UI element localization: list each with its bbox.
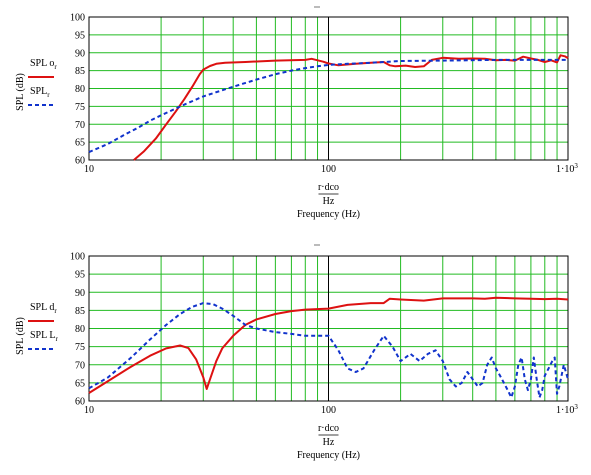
y-tick-label: 75	[75, 102, 85, 113]
series-line-2	[88, 58, 568, 154]
y-tick-label: 65	[75, 378, 85, 389]
x-tick-exponent: 3	[574, 403, 578, 411]
legend-label: SPL dr	[30, 302, 57, 315]
legend-subscript: r	[54, 63, 57, 71]
legend-label: SPL Lr	[30, 330, 58, 343]
series-line-1	[88, 296, 569, 394]
x-tick-label: 100	[321, 164, 336, 175]
y-tick-label: 60	[75, 156, 85, 167]
plot-frame	[88, 255, 569, 402]
x-tick-label: 100	[321, 405, 336, 416]
legend-subscript: r	[54, 307, 57, 315]
series-line-1	[133, 54, 569, 161]
legend: SPL or SPLr	[28, 58, 57, 106]
legend-subscript: r	[55, 335, 58, 343]
x-label-expression: r·dco	[318, 423, 339, 434]
x-axis-label: Frequency (Hz)	[297, 450, 360, 461]
y-axis-label: SPL (dB)	[15, 317, 26, 355]
x-tick-label: 1·103	[556, 403, 578, 416]
y-tick-label: 70	[75, 360, 85, 371]
y-tick-label: 100	[70, 13, 85, 24]
x-tick-label: 10	[84, 164, 94, 175]
x-label-units: Hz	[323, 437, 335, 448]
x-tick-label: 1·103	[556, 162, 578, 175]
y-tick-label: 80	[75, 324, 85, 335]
legend-label: SPL or	[30, 58, 57, 71]
x-label-units: Hz	[323, 196, 335, 207]
y-axis-label: SPL (dB)	[15, 73, 26, 111]
plot-frame	[88, 16, 569, 161]
y-tick-label: 65	[75, 138, 85, 149]
y-tick-label: 90	[75, 48, 85, 59]
y-tick-label: 75	[75, 342, 85, 353]
y-tick-label: 80	[75, 84, 85, 95]
y-tick-label: 100	[70, 252, 85, 263]
y-tick-label: 70	[75, 120, 85, 131]
x-axis-label: Frequency (Hz)	[297, 209, 360, 220]
x-tick-exponent: 3	[574, 162, 578, 170]
legend-subscript: r	[47, 91, 50, 99]
y-tick-label: 85	[75, 66, 85, 77]
y-tick-label: 90	[75, 288, 85, 299]
y-tick-label: 60	[75, 397, 85, 408]
x-label-expression: r·dco	[318, 182, 339, 193]
legend: SPL dr SPL Lr	[28, 302, 58, 350]
x-tick-label: 10	[84, 405, 94, 416]
y-tick-label: 95	[75, 270, 85, 281]
y-tick-label: 85	[75, 306, 85, 317]
legend-label: SPLr	[30, 86, 50, 99]
y-tick-label: 95	[75, 30, 85, 41]
